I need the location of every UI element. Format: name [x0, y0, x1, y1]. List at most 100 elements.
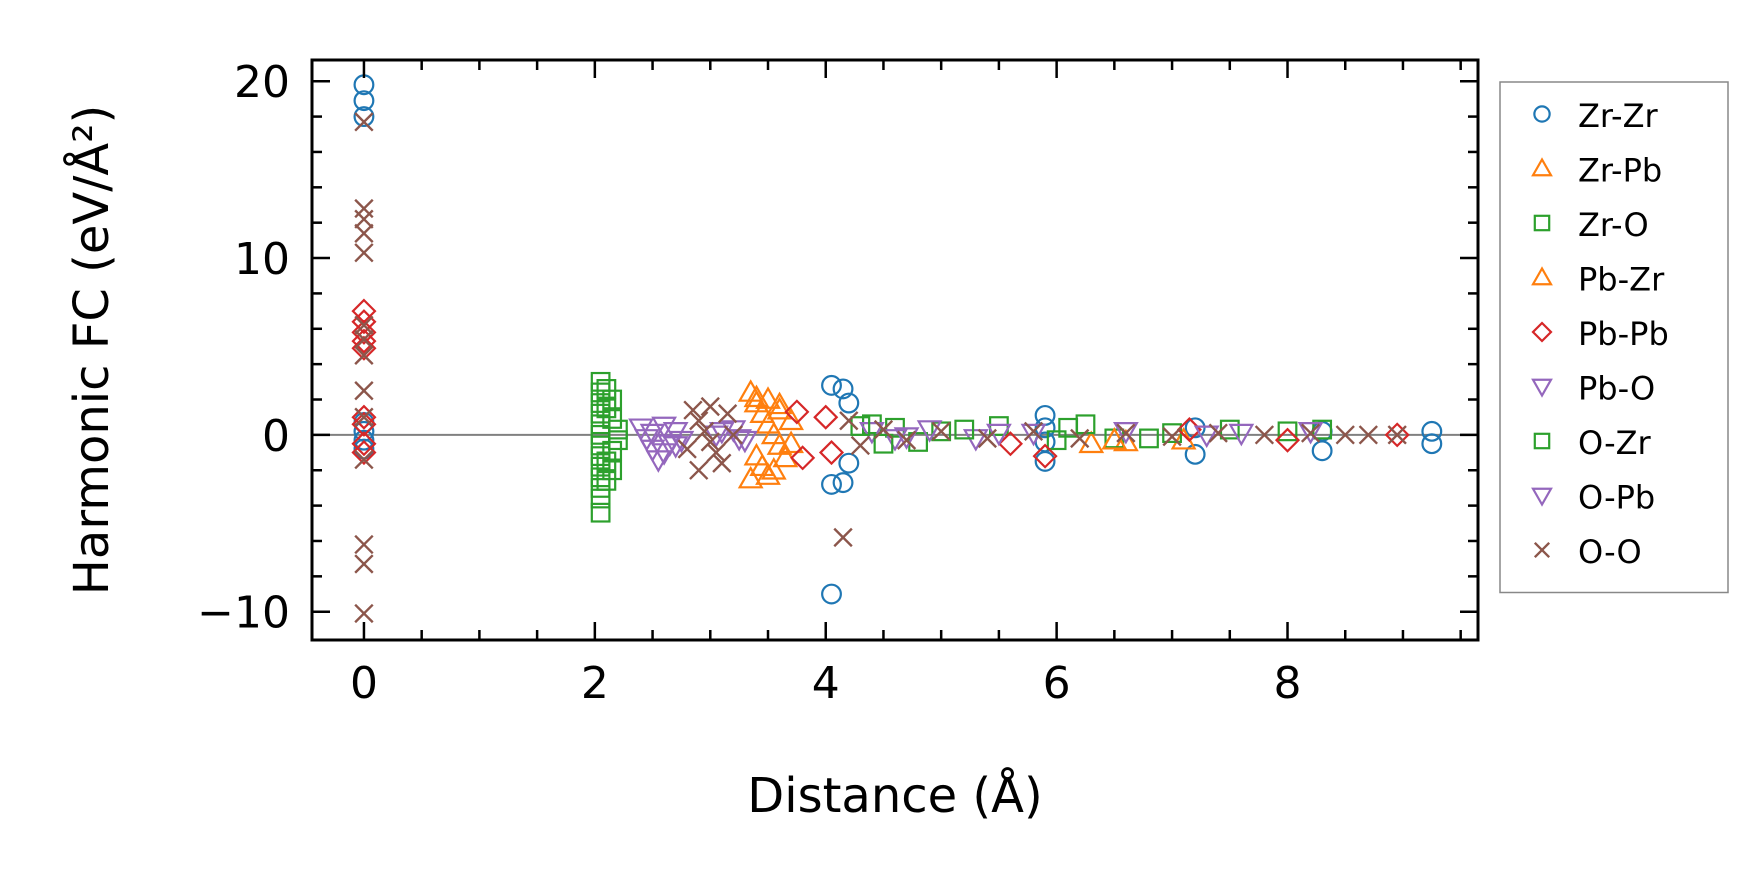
data-point [723, 425, 744, 445]
data-point [706, 442, 726, 463]
data-point [790, 445, 816, 471]
data-point [1023, 421, 1044, 441]
data-point [351, 440, 377, 466]
data-point [1184, 443, 1206, 465]
ticks-layer [312, 60, 1478, 640]
legend-marker [1531, 378, 1553, 398]
series-o-o [354, 112, 1407, 624]
data-point [737, 465, 764, 489]
data-point [602, 440, 623, 461]
data-point [590, 502, 611, 523]
data-point [743, 384, 770, 408]
legend-marker [1531, 157, 1553, 177]
legend-label: O-Pb [1578, 479, 1655, 517]
data-point [590, 467, 611, 488]
data-point [873, 433, 894, 454]
data-point [708, 421, 735, 445]
data-point [862, 414, 882, 435]
legend-label: O-O [1578, 533, 1642, 571]
data-point [596, 379, 617, 399]
data-point [821, 473, 842, 495]
legend-label: Zr-Pb [1578, 152, 1662, 190]
legend-label: Pb-Pb [1578, 315, 1669, 353]
data-point [590, 403, 611, 424]
data-point [1421, 433, 1443, 455]
legend-label: Pb-Zr [1578, 261, 1665, 299]
data-point [354, 407, 374, 427]
data-point [590, 382, 611, 403]
data-point [1208, 423, 1228, 443]
data-points-layer [351, 74, 1443, 624]
data-point [354, 554, 374, 574]
data-point [1228, 423, 1255, 447]
legend-label: O-Zr [1578, 424, 1652, 462]
data-point [651, 416, 678, 440]
y-axis-label: Harmonic FC (eV/Å²) [63, 105, 120, 595]
data-point [818, 440, 845, 466]
data-point [602, 409, 623, 429]
legend-marker [1531, 487, 1553, 507]
data-point [354, 603, 374, 624]
data-point [977, 428, 998, 449]
data-point [354, 209, 374, 229]
data-point [717, 404, 738, 424]
data-point [668, 430, 695, 454]
data-point [683, 400, 703, 420]
data-point [351, 335, 377, 361]
data-point [893, 427, 920, 450]
legend: Zr-Zr Zr-Pb Zr-O Pb-Zr Pb-Pb Pb-O O-Zr O-Pb O-O [1499, 81, 1729, 594]
legend-item: O-Zr [1533, 424, 1652, 462]
data-point [351, 328, 377, 354]
data-point [700, 396, 720, 417]
data-point [354, 329, 374, 350]
data-point [694, 421, 715, 441]
data-point [1070, 428, 1090, 449]
data-point [1300, 423, 1321, 443]
data-point [590, 393, 611, 413]
data-point [1034, 450, 1056, 472]
data-point [354, 112, 374, 132]
data-point [639, 423, 666, 447]
data-point [354, 534, 374, 555]
legend-marker [1531, 321, 1553, 343]
data-point [821, 374, 842, 396]
data-point [1020, 423, 1047, 447]
data-point [1058, 417, 1079, 438]
data-point [1358, 425, 1378, 445]
data-point [1162, 426, 1182, 447]
legend-marker [1533, 541, 1551, 559]
data-point [689, 460, 709, 480]
data-point [590, 371, 611, 392]
data-point [1139, 428, 1159, 449]
data-point [1032, 443, 1058, 469]
data-point [351, 431, 377, 457]
data-point [896, 430, 917, 450]
data-point [1112, 421, 1139, 445]
data-point [1078, 430, 1105, 454]
x-tick-label: 2 [581, 658, 609, 709]
legend-label: Zr-Zr [1578, 97, 1659, 135]
data-point [351, 404, 377, 430]
legend-marker [1533, 214, 1551, 232]
data-point [689, 411, 709, 431]
legend-marker [1533, 105, 1551, 123]
data-point [772, 444, 799, 468]
legend-marker [1531, 266, 1553, 286]
legend-item: Pb-Pb [1531, 315, 1669, 353]
legend-marker [1533, 432, 1551, 450]
data-point [602, 460, 623, 481]
data-point [882, 429, 908, 452]
data-point [353, 429, 375, 451]
x-tick-label: 4 [812, 658, 840, 709]
data-point [1311, 440, 1333, 462]
data-point [931, 421, 951, 441]
data-point [354, 315, 374, 335]
data-point [1384, 422, 1410, 448]
data-point [784, 399, 810, 425]
data-point [850, 435, 871, 456]
data-point [354, 381, 374, 401]
data-point [662, 436, 689, 459]
data-point [821, 583, 842, 605]
series-o-zr [596, 379, 1159, 491]
data-point [354, 243, 374, 263]
